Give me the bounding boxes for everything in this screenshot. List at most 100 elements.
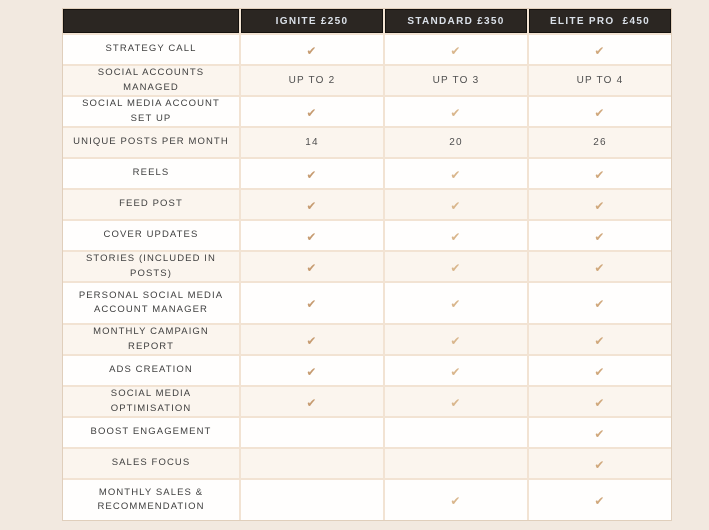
check-icon: ✔ (306, 333, 318, 348)
check-icon: ✔ (594, 198, 606, 213)
feature-label: SOCIAL MEDIA ACCOUNT SET UP (63, 97, 239, 126)
plan-value-cell-empty (241, 449, 383, 478)
check-icon: ✔ (306, 167, 318, 182)
check-icon: ✔ (594, 364, 606, 379)
plan-value-cell: ✔ (241, 97, 383, 126)
plan-value-cell: ✔ (529, 190, 671, 219)
check-icon: ✔ (594, 494, 606, 508)
check-icon: ✔ (450, 494, 462, 508)
pricing-comparison-table: IGNITE £250 STANDARD £350 ELITE PRO £450… (62, 8, 672, 521)
plan-value-cell: ✔ (385, 356, 527, 385)
plan-value-cell: 26 (529, 128, 671, 157)
plan-value-cell: ✔ (385, 480, 527, 520)
check-icon: ✔ (594, 105, 606, 120)
check-icon: ✔ (594, 43, 606, 58)
plan-value-cell-empty (385, 418, 527, 447)
check-icon: ✔ (450, 333, 462, 348)
check-icon: ✔ (450, 198, 462, 213)
feature-label: MONTHLY SALES & RECOMMENDATION (63, 480, 239, 520)
plan-value-cell: ✔ (385, 190, 527, 219)
plan-value-cell: ✔ (529, 252, 671, 281)
feature-label: BOOST ENGAGEMENT (63, 418, 239, 447)
feature-label: UNIQUE POSTS PER MONTH (63, 128, 239, 157)
plan-value-cell: UP TO 2 (241, 66, 383, 95)
feature-label: PERSONAL SOCIAL MEDIA ACCOUNT MANAGER (63, 283, 239, 323)
table-row: BOOST ENGAGEMENT ✔ (63, 418, 671, 447)
plan-value-cell: ✔ (529, 449, 671, 478)
check-icon: ✔ (306, 297, 318, 311)
plan-value-cell: ✔ (241, 356, 383, 385)
check-icon: ✔ (306, 43, 318, 58)
plan-value-cell: ✔ (241, 283, 383, 323)
table-row: COVER UPDATES ✔ ✔ ✔ (63, 221, 671, 250)
table-row: FEED POST ✔ ✔ ✔ (63, 190, 671, 219)
table-row: SOCIAL MEDIA OPTIMISATION ✔ ✔ ✔ (63, 387, 671, 416)
check-icon: ✔ (306, 198, 318, 213)
table-body: STRATEGY CALL ✔ ✔ ✔ SOCIAL ACCOUNTS MANAGED U… (63, 35, 671, 520)
check-icon: ✔ (594, 395, 606, 410)
header-cell-plan-elite: ELITE PRO £450 (529, 9, 671, 33)
plan-value-cell: ✔ (529, 356, 671, 385)
feature-label: REELS (63, 159, 239, 188)
plan-value-cell: ✔ (385, 325, 527, 354)
plan-value-cell: ✔ (529, 159, 671, 188)
header-cell-plan-ignite: IGNITE £250 (241, 9, 383, 33)
feature-label: STRATEGY CALL (63, 35, 239, 64)
table-row: SOCIAL MEDIA ACCOUNT SET UP ✔ ✔ ✔ (63, 97, 671, 126)
plan-value-cell: ✔ (385, 252, 527, 281)
check-icon: ✔ (594, 297, 606, 311)
feature-label: STORIES (INCLUDED IN POSTS) (63, 252, 239, 281)
check-icon: ✔ (450, 167, 462, 182)
plan-value-cell: ✔ (529, 97, 671, 126)
plan-value-cell: ✔ (241, 190, 383, 219)
plan-value-cell: ✔ (529, 387, 671, 416)
feature-label: COVER UPDATES (63, 221, 239, 250)
plan-value-cell: ✔ (241, 387, 383, 416)
plan-value-cell: ✔ (241, 252, 383, 281)
plan-value-cell-empty (241, 480, 383, 520)
plan-value-cell: ✔ (529, 325, 671, 354)
feature-label: SOCIAL ACCOUNTS MANAGED (63, 66, 239, 95)
plan-value-cell: ✔ (529, 35, 671, 64)
table-row: SALES FOCUS ✔ (63, 449, 671, 478)
check-icon: ✔ (594, 457, 606, 472)
plan-value-cell: ✔ (529, 480, 671, 520)
plan-value-cell: ✔ (385, 283, 527, 323)
feature-label: SOCIAL MEDIA OPTIMISATION (63, 387, 239, 416)
check-icon: ✔ (594, 229, 606, 244)
feature-label: FEED POST (63, 190, 239, 219)
table-row: MONTHLY SALES & RECOMMENDATION ✔ ✔ (63, 480, 671, 520)
check-icon: ✔ (594, 426, 606, 441)
check-icon: ✔ (306, 395, 318, 410)
plan-value-cell-empty (241, 418, 383, 447)
plan-value-cell: ✔ (529, 221, 671, 250)
check-icon: ✔ (306, 105, 318, 120)
table-header-row: IGNITE £250 STANDARD £350 ELITE PRO £450 (63, 9, 671, 33)
table-row: REELS ✔ ✔ ✔ (63, 159, 671, 188)
check-icon: ✔ (450, 364, 462, 379)
plan-value-cell: ✔ (241, 221, 383, 250)
table-row: ADS CREATION ✔ ✔ ✔ (63, 356, 671, 385)
table-row: STORIES (INCLUDED IN POSTS) ✔ ✔ ✔ (63, 252, 671, 281)
check-icon: ✔ (306, 364, 318, 379)
check-icon: ✔ (306, 229, 318, 244)
plan-value-cell: ✔ (385, 221, 527, 250)
check-icon: ✔ (450, 43, 462, 58)
plan-value-cell: 14 (241, 128, 383, 157)
plan-value-cell: ✔ (385, 97, 527, 126)
check-icon: ✔ (594, 260, 606, 275)
check-icon: ✔ (450, 395, 462, 410)
plan-value-cell: ✔ (385, 387, 527, 416)
plan-value-cell: ✔ (529, 283, 671, 323)
plan-value-cell: ✔ (385, 159, 527, 188)
check-icon: ✔ (594, 167, 606, 182)
feature-label: SALES FOCUS (63, 449, 239, 478)
header-cell-plan-standard: STANDARD £350 (385, 9, 527, 33)
check-icon: ✔ (594, 333, 606, 348)
plan-value-cell: UP TO 4 (529, 66, 671, 95)
plan-value-cell: ✔ (241, 325, 383, 354)
header-cell-empty (63, 9, 239, 33)
check-icon: ✔ (450, 260, 462, 275)
table-row: SOCIAL ACCOUNTS MANAGED UP TO 2 UP TO 3 UP … (63, 66, 671, 95)
